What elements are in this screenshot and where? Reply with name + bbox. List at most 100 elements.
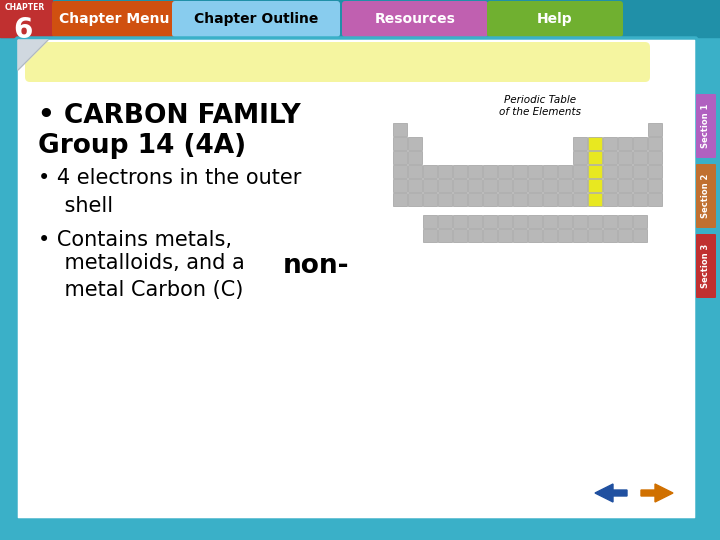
Text: Chapter Menu: Chapter Menu [59, 12, 169, 26]
Bar [603, 179, 617, 192]
Text: Chapter Outline: Chapter Outline [194, 12, 318, 26]
Bar [573, 193, 587, 206]
Bar [513, 179, 527, 192]
Bar [393, 123, 407, 136]
Bar [468, 215, 482, 228]
Bar [648, 151, 662, 164]
Bar [543, 215, 557, 228]
Bar [423, 165, 437, 178]
Bar [633, 230, 647, 242]
Bar [618, 193, 632, 206]
Bar [393, 137, 407, 150]
Bar [513, 215, 527, 228]
Bar [618, 137, 632, 150]
Bar [648, 165, 662, 178]
Bar [633, 165, 647, 178]
Bar [543, 179, 557, 192]
FancyBboxPatch shape [16, 38, 697, 520]
Bar [438, 230, 452, 242]
FancyBboxPatch shape [342, 1, 488, 37]
FancyBboxPatch shape [487, 1, 623, 37]
Polygon shape [641, 484, 673, 502]
Bar [483, 193, 497, 206]
Bar [438, 165, 452, 178]
Text: Group 14 (4A): Group 14 (4A) [38, 133, 246, 159]
Bar [498, 215, 512, 228]
Bar [393, 151, 407, 164]
Bar [573, 179, 587, 192]
Text: Resources: Resources [374, 12, 456, 26]
Text: metal Carbon (C): metal Carbon (C) [38, 280, 243, 300]
Bar [558, 215, 572, 228]
FancyBboxPatch shape [696, 94, 716, 158]
Text: CHAPTER: CHAPTER [5, 3, 45, 12]
Bar [648, 137, 662, 150]
Bar [603, 215, 617, 228]
Bar [528, 165, 542, 178]
Bar [618, 165, 632, 178]
Bar [393, 193, 407, 206]
Bar [0, 0, 52, 37]
Bar [468, 193, 482, 206]
Text: Section 1: Section 1 [701, 104, 711, 148]
Text: • 4 electrons in the outer
    shell: • 4 electrons in the outer shell [38, 168, 302, 216]
Bar [588, 230, 602, 242]
Bar [648, 123, 662, 136]
Bar [513, 230, 527, 242]
Bar [438, 215, 452, 228]
Bar [558, 193, 572, 206]
Bar [618, 179, 632, 192]
Bar [393, 179, 407, 192]
Bar [618, 230, 632, 242]
Bar [483, 165, 497, 178]
Bar [633, 179, 647, 192]
Bar [498, 230, 512, 242]
FancyBboxPatch shape [172, 1, 340, 37]
FancyBboxPatch shape [52, 1, 176, 37]
Text: Section 2: Section 2 [701, 174, 711, 218]
Bar [588, 165, 602, 178]
Bar [528, 193, 542, 206]
Bar [0, 0, 720, 37]
Bar [513, 165, 527, 178]
Bar [573, 137, 587, 150]
Bar [468, 230, 482, 242]
Bar [633, 215, 647, 228]
Bar [528, 215, 542, 228]
Bar [393, 165, 407, 178]
Bar [528, 179, 542, 192]
Bar [498, 193, 512, 206]
Bar [423, 193, 437, 206]
Bar [603, 137, 617, 150]
Bar [573, 215, 587, 228]
Bar [498, 165, 512, 178]
Bar [483, 215, 497, 228]
Bar [648, 193, 662, 206]
Bar [543, 165, 557, 178]
Bar [573, 165, 587, 178]
FancyBboxPatch shape [696, 234, 716, 298]
Bar [408, 193, 422, 206]
Text: non-: non- [283, 253, 349, 279]
Bar [603, 193, 617, 206]
Bar [513, 193, 527, 206]
Bar [483, 230, 497, 242]
Bar [558, 230, 572, 242]
Bar [633, 193, 647, 206]
Bar [603, 165, 617, 178]
Bar [453, 193, 467, 206]
Bar [603, 230, 617, 242]
Bar [528, 230, 542, 242]
Bar [543, 193, 557, 206]
Bar [453, 215, 467, 228]
Bar [498, 179, 512, 192]
Bar [423, 230, 437, 242]
Bar [588, 137, 602, 150]
Bar [543, 230, 557, 242]
Text: Section 3: Section 3 [701, 244, 711, 288]
Bar [438, 193, 452, 206]
Bar [423, 179, 437, 192]
Bar [468, 179, 482, 192]
Bar [618, 151, 632, 164]
Bar [408, 151, 422, 164]
